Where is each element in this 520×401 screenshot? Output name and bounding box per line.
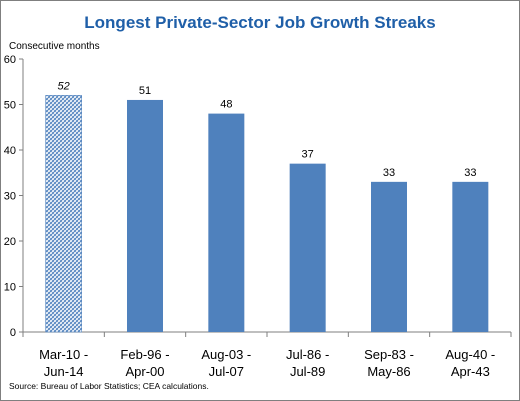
y-tick-label: 50 bbox=[4, 100, 16, 112]
chart-title: Longest Private-Sector Job Growth Streak… bbox=[84, 13, 436, 32]
x-tick-label: Jul-89 bbox=[290, 364, 325, 379]
bars bbox=[45, 95, 489, 333]
bar bbox=[452, 181, 489, 332]
data-label: 48 bbox=[220, 99, 232, 111]
data-label: 37 bbox=[302, 149, 314, 161]
bar bbox=[45, 95, 82, 333]
x-tick-label: Feb-96 - bbox=[120, 347, 169, 362]
bar bbox=[208, 113, 245, 332]
data-label: 52 bbox=[58, 80, 70, 92]
bar bbox=[371, 181, 407, 332]
y-tick-label: 0 bbox=[10, 327, 16, 339]
y-tick-label: 60 bbox=[4, 54, 16, 66]
axes: 0 10 20 30 40 50 60 bbox=[4, 54, 512, 339]
y-tick-label: 10 bbox=[4, 282, 16, 294]
x-tick-label: Jun-14 bbox=[44, 364, 84, 379]
x-tick-label: Sep-83 - bbox=[364, 347, 414, 362]
y-axis-label: Consecutive months bbox=[9, 41, 100, 52]
bar bbox=[127, 99, 163, 332]
source-note: Source: Bureau of Labor Statistics; CEA … bbox=[9, 381, 209, 391]
x-tick-label: Jul-07 bbox=[209, 364, 244, 379]
data-label: 33 bbox=[383, 167, 395, 179]
labels: 52 Mar-10 - Jun-14 51 Feb-96 - Apr-00 48 Aug-03… bbox=[39, 80, 495, 379]
data-label: 33 bbox=[464, 167, 476, 179]
x-tick-label: Jul-86 - bbox=[286, 347, 329, 362]
y-tick-label: 30 bbox=[4, 191, 16, 203]
y-tick-label: 20 bbox=[4, 236, 16, 248]
x-tick-label: Aug-03 - bbox=[201, 347, 251, 362]
x-tick-label: Aug-40 - bbox=[445, 347, 495, 362]
x-tick-label: Apr-00 bbox=[125, 364, 164, 379]
x-tick-label: May-86 bbox=[367, 364, 410, 379]
data-label: 51 bbox=[139, 85, 151, 97]
bar bbox=[289, 163, 326, 332]
y-tick-label: 40 bbox=[4, 145, 16, 157]
x-tick-label: Mar-10 - bbox=[39, 347, 88, 362]
x-tick-label: Apr-43 bbox=[451, 364, 490, 379]
